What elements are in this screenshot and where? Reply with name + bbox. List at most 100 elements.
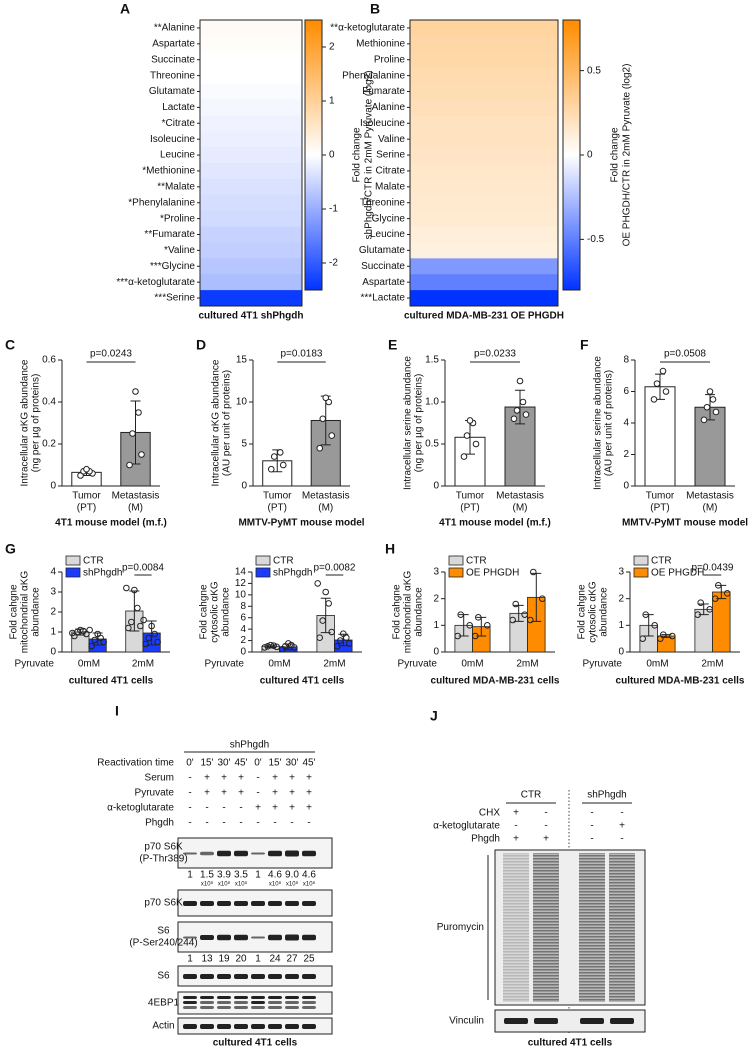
y-label: mitochondrial αKG [20, 571, 31, 654]
condition-value: - [222, 818, 225, 829]
group-label: Pyruvate [398, 659, 438, 670]
blot-label: 4EBP1 [148, 998, 180, 1009]
blot-band [268, 934, 282, 941]
y-tick-label: 5 [241, 439, 247, 450]
quantification: 1 [187, 954, 193, 965]
blot-band [217, 1001, 231, 1004]
condition-value: - [307, 818, 310, 829]
blot-band [234, 1006, 248, 1009]
data-point [460, 453, 468, 460]
blot-band [200, 1006, 214, 1009]
heat-cell [200, 242, 302, 259]
condition-value: - [620, 834, 623, 845]
row-label: Isoleucine [360, 118, 405, 129]
data-point [510, 415, 518, 423]
data-point [69, 629, 76, 637]
blot-band [302, 850, 316, 857]
data-point [319, 415, 327, 423]
y-tick-label: 2 [623, 449, 629, 460]
condition-value: 0' [186, 758, 194, 769]
y-tick-label: 0 [623, 481, 629, 492]
condition-value: + [306, 788, 312, 799]
y-label: Intracellular serine abundance [593, 356, 604, 490]
blot-band [251, 1006, 265, 1009]
row-label: ***α-ketoglutarate [116, 277, 195, 288]
quantification: 4.6 [268, 870, 282, 881]
condition-value: + [204, 788, 210, 799]
panel-letter: I [115, 703, 119, 719]
legend-label: CTR [273, 556, 294, 567]
y-tick-label: 2 [240, 635, 246, 646]
data-point [145, 634, 152, 642]
blot-band [217, 934, 231, 941]
y-tick-label: 0 [240, 647, 246, 658]
colorbar-label: Fold change [610, 127, 621, 182]
group-header: CTR [521, 790, 542, 801]
data-point [279, 461, 287, 469]
legend-swatch [255, 567, 271, 578]
condition-value: - [188, 818, 191, 829]
blot-band [183, 1001, 197, 1004]
quantification-exponent: x10⁸ [218, 881, 231, 888]
blot-band [234, 901, 248, 906]
panel-letter: F [580, 337, 589, 353]
condition-value: - [590, 808, 593, 819]
condition-name: α-ketoglutarate [107, 803, 174, 814]
caption: cultured 4T1 cells [213, 1038, 298, 1049]
row-label: *Citrate [162, 118, 196, 129]
y-tick-label: 4 [240, 624, 246, 635]
blot-band [234, 1001, 248, 1004]
data-point [138, 451, 145, 458]
condition-value: - [544, 821, 547, 832]
condition-value: 45' [234, 758, 247, 769]
condition-name: Serum [145, 773, 174, 784]
blot-band [183, 936, 197, 939]
y-label: Fold cahgne [577, 584, 588, 639]
blot-band [217, 901, 231, 906]
data-point [457, 611, 465, 618]
condition-value: - [205, 818, 208, 829]
condition-name: Pyruvate [135, 788, 175, 799]
blot-band [200, 935, 214, 940]
data-point [261, 644, 269, 651]
data-point [472, 440, 480, 448]
x-tick-label: Tumor [263, 491, 292, 502]
caption: cultured 4T1 cells [528, 1038, 613, 1049]
row-label: Aspartate [362, 277, 405, 288]
data-point [466, 622, 474, 629]
blot-lane [533, 853, 559, 1002]
heat-frame [199, 19, 303, 307]
data-point [319, 617, 327, 624]
data-point [651, 622, 659, 629]
data-point [91, 636, 98, 644]
blot-band [285, 996, 299, 999]
y-tick-label: 0 [433, 647, 439, 658]
x-tick-label: Metastasis [112, 491, 160, 502]
blot-band [251, 901, 265, 906]
data-point [135, 409, 142, 416]
y-label: (ng per µg of proteins) [414, 374, 425, 473]
heat-frame [409, 19, 559, 307]
heat-cell [410, 115, 558, 132]
heat-cell [200, 35, 302, 53]
y-tick-label: 0 [618, 647, 624, 658]
group-label: Pyruvate [583, 659, 623, 670]
legend-swatch [65, 555, 81, 566]
heat-cell [410, 131, 558, 148]
data-point [346, 640, 353, 647]
y-label: Intracellular serine abundance [403, 356, 414, 490]
data-point [325, 600, 333, 607]
heat-cell [410, 274, 558, 291]
heat-cell [200, 20, 302, 37]
blot-band [285, 901, 299, 906]
data-point [134, 604, 141, 612]
bar [454, 436, 486, 487]
panel-letter: E [388, 337, 397, 353]
heat-cell [410, 178, 558, 196]
data-point [276, 449, 284, 456]
y-tick-label: 3 [618, 567, 624, 578]
legend-label: CTR [466, 556, 487, 567]
p-value: p=0.0508 [664, 349, 706, 360]
blot-band [251, 1024, 265, 1029]
quantification-exponent: x10⁸ [303, 881, 316, 888]
